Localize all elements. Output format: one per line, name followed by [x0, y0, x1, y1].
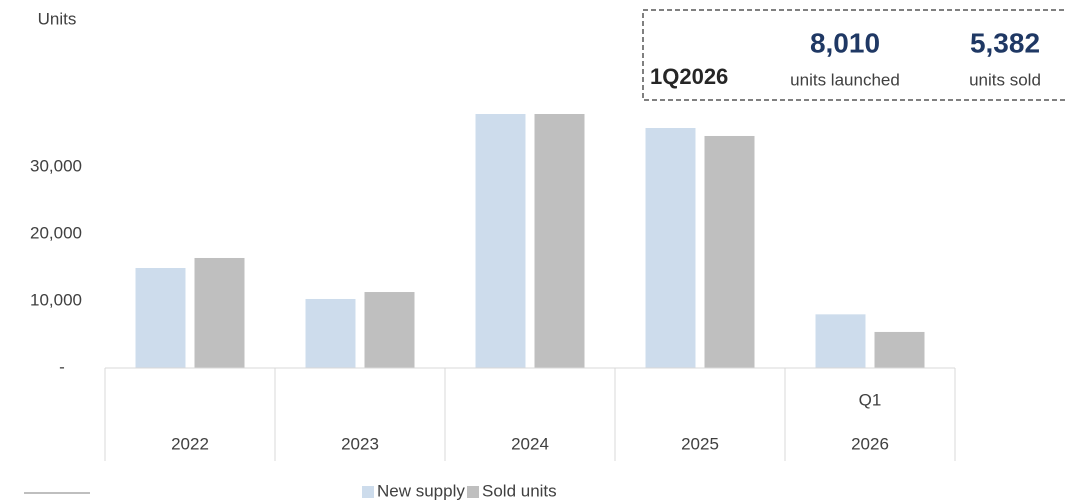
x-tick-label: 2026 — [851, 434, 889, 453]
y-axis-label: Units — [38, 9, 77, 28]
callout-value: 8,010 — [810, 27, 880, 58]
callout-box — [642, 9, 1066, 101]
bar — [534, 114, 585, 369]
y-tick-label: - — [59, 357, 65, 376]
callout-value: 5,382 — [970, 27, 1040, 58]
x-sub-label: Q1 — [859, 390, 882, 409]
bar — [645, 128, 696, 368]
bar — [475, 114, 526, 369]
x-tick-label: 2024 — [511, 434, 549, 453]
x-tick-label: 2022 — [171, 434, 209, 453]
callout-caption: units launched — [790, 70, 900, 89]
callout-title: 1Q2026 — [650, 64, 728, 89]
legend-label: New supply — [377, 481, 465, 500]
y-tick-label: 10,000 — [30, 290, 82, 309]
y-tick-label: 20,000 — [30, 223, 82, 242]
legend-label: Sold units — [482, 481, 557, 500]
legend-swatch — [362, 486, 374, 498]
x-tick-label: 2023 — [341, 434, 379, 453]
bar — [194, 257, 245, 368]
bar — [704, 135, 755, 368]
y-tick-label: 30,000 — [30, 156, 82, 175]
x-tick-label: 2025 — [681, 434, 719, 453]
bar — [135, 268, 186, 368]
bar — [874, 331, 925, 368]
bar — [305, 298, 356, 368]
bar — [364, 292, 415, 368]
callout-caption: units sold — [969, 70, 1041, 89]
legend-swatch — [467, 486, 479, 498]
bar — [815, 314, 866, 368]
